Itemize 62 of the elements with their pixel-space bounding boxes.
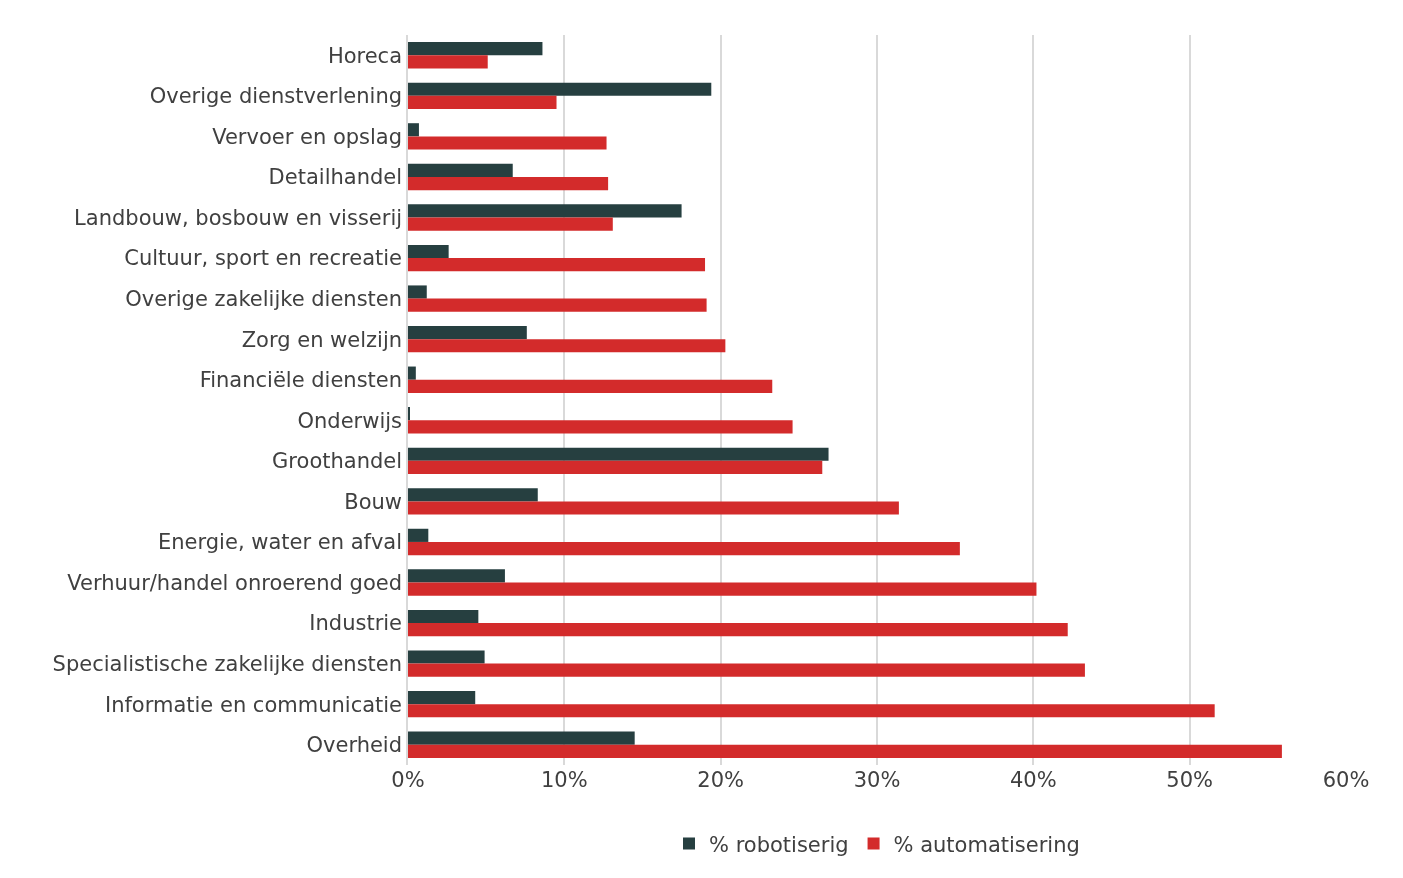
x-tick-label: 10%: [540, 768, 588, 792]
bar: [408, 298, 707, 312]
x-tick-label: 30%: [853, 768, 901, 792]
x-tick-label: 40%: [1009, 768, 1057, 792]
bar: [408, 55, 488, 69]
bar: [408, 582, 1037, 596]
bar: [408, 447, 829, 461]
x-tick-label: 60%: [1322, 768, 1370, 792]
bar: [408, 136, 607, 150]
bar: [408, 339, 726, 353]
y-tick-label: Specialistische zakelijke diensten: [52, 651, 403, 676]
y-tick-label: Groothandel: [272, 449, 403, 474]
y-tick-label: Landbouw, bosbouw en visserij: [74, 205, 403, 230]
y-tick-label: Overige dienstverlening: [149, 84, 403, 109]
bar: [408, 744, 1282, 758]
y-tick-label: Informatie en communicatie: [104, 692, 403, 717]
y-tick-label: Horeca: [327, 43, 403, 68]
x-tick-label: 50%: [1166, 768, 1214, 792]
bar: [408, 42, 543, 56]
y-tick-label: Bouw: [344, 489, 403, 514]
y-tick-label: Verhuur/handel onroerend goed: [67, 570, 403, 595]
bar: [408, 379, 773, 393]
bar: [408, 217, 613, 231]
bar: [408, 366, 416, 380]
x-tick-label: 0%: [391, 768, 425, 792]
bar: [408, 258, 706, 272]
y-tick-label: Vervoer en opslag: [212, 124, 403, 149]
bar: [408, 163, 513, 177]
bar: [408, 123, 419, 137]
bar: [408, 501, 899, 515]
bar: [408, 541, 960, 556]
bar: [408, 325, 527, 340]
bar: [408, 285, 427, 299]
legend-label: % automatisering: [893, 832, 1080, 857]
bar: [408, 663, 1085, 677]
bar: [408, 650, 485, 664]
y-tick-label: Cultuur, sport en recreatie: [124, 246, 403, 271]
legend-label: % robotiserig: [709, 832, 849, 857]
y-tick-label: Financiële diensten: [199, 368, 403, 393]
bar: [408, 569, 505, 583]
bar: [408, 704, 1215, 718]
bar: [408, 528, 429, 542]
x-tick-label: 20%: [697, 768, 745, 792]
y-tick-label: Energie, water en afval: [158, 530, 403, 555]
bar: [408, 204, 682, 218]
y-tick-label: Overige zakelijke diensten: [125, 286, 403, 311]
bar: [408, 690, 476, 705]
y-tick-label: Overheid: [306, 733, 403, 758]
bar: [408, 244, 449, 259]
bar: [408, 488, 538, 502]
bar: [408, 420, 793, 434]
bar: [408, 731, 635, 745]
bar: [408, 609, 479, 624]
y-tick-label: Onderwijs: [297, 408, 403, 433]
y-tick-label: Industrie: [309, 611, 403, 636]
bar: [408, 176, 609, 191]
bar: [408, 460, 823, 475]
bar: [408, 95, 557, 110]
bar: [408, 623, 1068, 637]
bar: [408, 82, 712, 96]
y-tick-label: Detailhandel: [268, 165, 403, 190]
y-tick-label: Zorg en welzijn: [241, 327, 403, 352]
